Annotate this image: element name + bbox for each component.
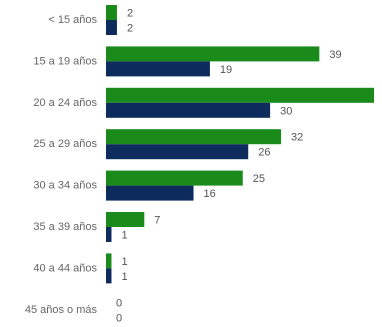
data-label: 2 <box>127 8 133 20</box>
data-label: 1 <box>121 230 127 242</box>
category-label: 45 años o más <box>25 304 98 316</box>
data-label: 1 <box>121 256 127 268</box>
data-label: 26 <box>258 147 270 159</box>
data-label: 19 <box>220 64 232 76</box>
category-label: 30 a 34 años <box>33 180 97 192</box>
bar-series-2[interactable] <box>106 102 271 118</box>
bar-series-1[interactable] <box>106 87 375 103</box>
bar-series-1[interactable] <box>106 170 243 186</box>
data-label: 25 <box>253 173 265 185</box>
data-label: 0 <box>116 312 122 324</box>
bar-series-1[interactable] <box>106 46 320 62</box>
data-label: 39 <box>329 49 341 61</box>
data-label: 0 <box>116 297 122 309</box>
bar-series-2[interactable] <box>106 268 112 284</box>
data-label: 32 <box>291 132 303 144</box>
bar-series-1[interactable] <box>106 253 112 269</box>
category-label: 20 a 24 años <box>33 97 97 109</box>
bar-series-1[interactable] <box>106 5 117 20</box>
data-label: 2 <box>127 23 133 35</box>
bar-series-1[interactable] <box>106 212 145 227</box>
bar-series-2[interactable] <box>106 20 117 35</box>
bar-series-2[interactable] <box>106 61 210 77</box>
bar-series-2[interactable] <box>106 185 194 201</box>
category-label: 25 a 29 años <box>33 138 97 150</box>
bar-series-2[interactable] <box>106 144 249 160</box>
category-label: 15 a 19 años <box>33 55 97 67</box>
category-label: 40 a 44 años <box>33 262 97 274</box>
bar-series-1[interactable] <box>106 129 282 145</box>
data-label: 1 <box>121 271 127 283</box>
category-label: < 15 años <box>48 14 97 26</box>
data-label: 16 <box>204 188 216 200</box>
category-label: 35 a 39 años <box>33 221 97 233</box>
data-label: 7 <box>154 215 160 227</box>
bar-series-2[interactable] <box>106 227 112 242</box>
data-label: 30 <box>280 105 292 117</box>
